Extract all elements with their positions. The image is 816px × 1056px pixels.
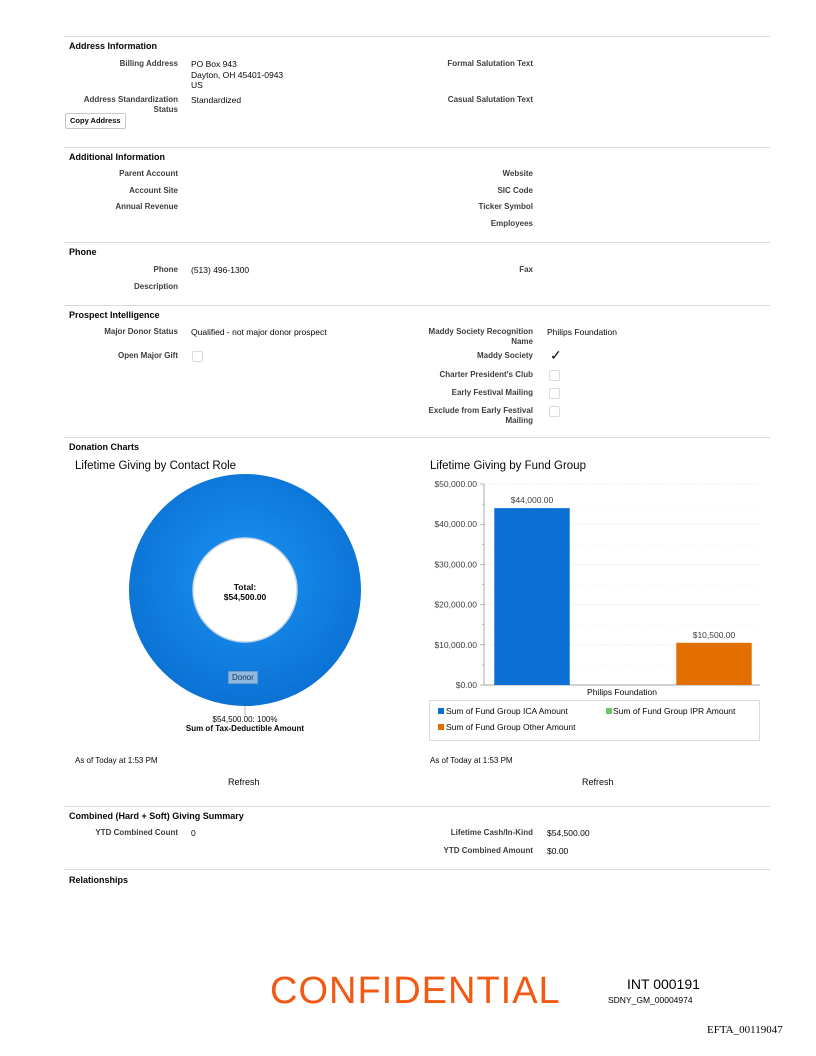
employees-label: Employees — [490, 219, 533, 228]
bar-ytick-label-4: $40,000.00 — [434, 519, 477, 529]
section-divider — [64, 242, 770, 243]
section-divider — [64, 36, 770, 37]
section-divider — [64, 147, 770, 148]
efta-number: EFTA_00119047 — [707, 1024, 783, 1036]
bar-refresh-link[interactable]: Refresh — [582, 777, 614, 787]
legend-label-ica: Sum of Fund Group ICA Amount — [446, 706, 568, 716]
account-site-label: Account Site — [129, 186, 178, 195]
annual-revenue-label: Annual Revenue — [115, 202, 178, 211]
copy-address-button[interactable]: Copy Address — [65, 113, 126, 129]
bar-ytick-label-0: $0.00 — [456, 680, 478, 690]
legend-swatch-ipr — [606, 708, 612, 714]
website-label: Website — [502, 169, 533, 178]
donut-slice-value-label: $54,500.00: 100% — [212, 715, 278, 724]
bar-chart: $0.00 $10,000.00 $20,000.00 $30,000.00 $40,0… — [434, 479, 760, 697]
bar-ytick-label-5: $50,000.00 — [434, 479, 477, 489]
maddy-society-label: Maddy Society — [476, 351, 533, 360]
fax-label: Fax — [519, 265, 533, 274]
bar-0-0 — [494, 508, 570, 685]
maddy-recognition-label-line2: Name — [511, 337, 533, 346]
additional-section-title: Additional Information — [69, 152, 165, 162]
billing-address-line3: US — [191, 80, 203, 90]
legend-label-other: Sum of Fund Group Other Amount — [446, 722, 576, 732]
donut-center-total-label: Total: — [233, 582, 257, 592]
open-major-gift-checkbox[interactable] — [192, 351, 203, 362]
donut-measure-label: Sum of Tax-Deductible Amount — [185, 724, 305, 733]
combined-section-title: Combined (Hard + Soft) Giving Summary — [69, 811, 244, 821]
donut-slice-label-donor: Donor — [228, 671, 258, 684]
maddy-recognition-name-label: Maddy Society Recognition Name — [413, 327, 533, 347]
section-divider — [64, 806, 770, 807]
billing-address-label: Billing Address — [119, 59, 178, 68]
parent-account-label: Parent Account — [119, 169, 178, 178]
ytd-combined-count-value: 0 — [191, 828, 196, 838]
exclude-early-festival-checkbox[interactable] — [549, 406, 560, 417]
bar-2-0 — [676, 642, 752, 685]
ytd-combined-amount-label: YTD Combined Amount — [443, 846, 533, 855]
formal-salutation-label: Formal Salutation Text — [447, 59, 533, 68]
confidential-stamp: CONFIDENTIAL — [270, 970, 561, 1012]
open-major-gift-label: Open Major Gift — [118, 351, 178, 360]
bates-stamp-sdny: SDNY_GM_00004974 — [608, 995, 693, 1005]
donut-center-label: Total: $54,500.00 — [220, 582, 270, 602]
donut-refresh-link[interactable]: Refresh — [228, 777, 260, 787]
maddy-recognition-label-line1: Maddy Society Recognition — [428, 327, 533, 336]
bar-chart-legend — [429, 700, 760, 741]
major-donor-status-value: Qualified - not major donor prospect — [191, 327, 327, 337]
billing-address-value: PO Box 943 Dayton, OH 45401-0943 US — [191, 59, 283, 91]
bar-chart-title: Lifetime Giving by Fund Group — [430, 460, 586, 472]
legend-swatch-ica — [438, 708, 444, 714]
billing-address-line1: PO Box 943 — [191, 59, 237, 69]
description-label: Description — [133, 282, 178, 291]
lifetime-cash-value: $54,500.00 — [547, 828, 590, 838]
bar-data-label-0-0: $44,000.00 — [511, 495, 554, 505]
bates-stamp-int: INT 000191 — [627, 976, 700, 992]
section-divider — [64, 305, 770, 306]
bar-ytick-label-3: $30,000.00 — [434, 559, 477, 569]
bar-data-label-2-0: $10,500.00 — [693, 630, 736, 640]
address-status-value: Standardized — [191, 95, 242, 105]
legend-label-ipr: Sum of Fund Group IPR Amount — [613, 706, 736, 716]
maddy-recognition-name-value: Philips Foundation — [547, 327, 617, 337]
sic-code-label: SIC Code — [497, 186, 533, 195]
ytd-combined-amount-value: $0.00 — [547, 846, 569, 856]
charter-presidents-club-label: Charter President's Club — [439, 370, 533, 379]
ticker-symbol-label: Ticker Symbol — [478, 202, 533, 211]
checkmark-icon: ✓ — [550, 347, 562, 363]
donut-center-total-value: $54,500.00 — [223, 592, 267, 602]
phone-value: (513) 496-1300 — [191, 265, 250, 275]
section-divider — [64, 437, 770, 438]
bar-ytick-label-2: $20,000.00 — [434, 600, 477, 610]
donut-chart-title: Lifetime Giving by Contact Role — [75, 460, 237, 472]
charter-presidents-club-checkbox[interactable] — [549, 370, 560, 381]
major-donor-status-label: Major Donor Status — [104, 327, 178, 336]
legend-swatch-other — [438, 724, 444, 730]
bar-ytick-label-1: $10,000.00 — [434, 640, 477, 650]
relationships-section-title: Relationships — [69, 875, 129, 885]
section-divider — [64, 869, 770, 870]
address-status-label: Address Standardization Status — [83, 95, 178, 114]
donation-charts-section-title: Donation Charts — [69, 442, 140, 452]
casual-salutation-label: Casual Salutation Text — [447, 95, 533, 104]
early-festival-mailing-label: Early Festival Mailing — [451, 388, 533, 397]
donut-as-of-text: As of Today at 1:53 PM — [75, 756, 158, 765]
exclude-early-festival-label: Exclude from Early Festival Mailing — [413, 406, 534, 426]
early-festival-mailing-checkbox[interactable] — [549, 388, 560, 399]
billing-address-line2: Dayton, OH 45401-0943 — [191, 69, 284, 80]
address-section-title: Address Information — [69, 41, 158, 51]
exclude-early-festival-label-line1: Exclude from Early Festival — [428, 406, 534, 415]
ytd-combined-count-label: YTD Combined Count — [95, 828, 178, 837]
phone-section-title: Phone — [69, 247, 97, 257]
phone-label: Phone — [153, 265, 178, 274]
bar-as-of-text: As of Today at 1:53 PM — [430, 756, 513, 765]
bar-category-label-0: Philips Foundation — [587, 687, 657, 697]
exclude-early-festival-label-line2: Mailing — [505, 416, 533, 425]
prospect-section-title: Prospect Intelligence — [69, 310, 160, 320]
lifetime-cash-label: Lifetime Cash/In-Kind — [450, 828, 533, 837]
